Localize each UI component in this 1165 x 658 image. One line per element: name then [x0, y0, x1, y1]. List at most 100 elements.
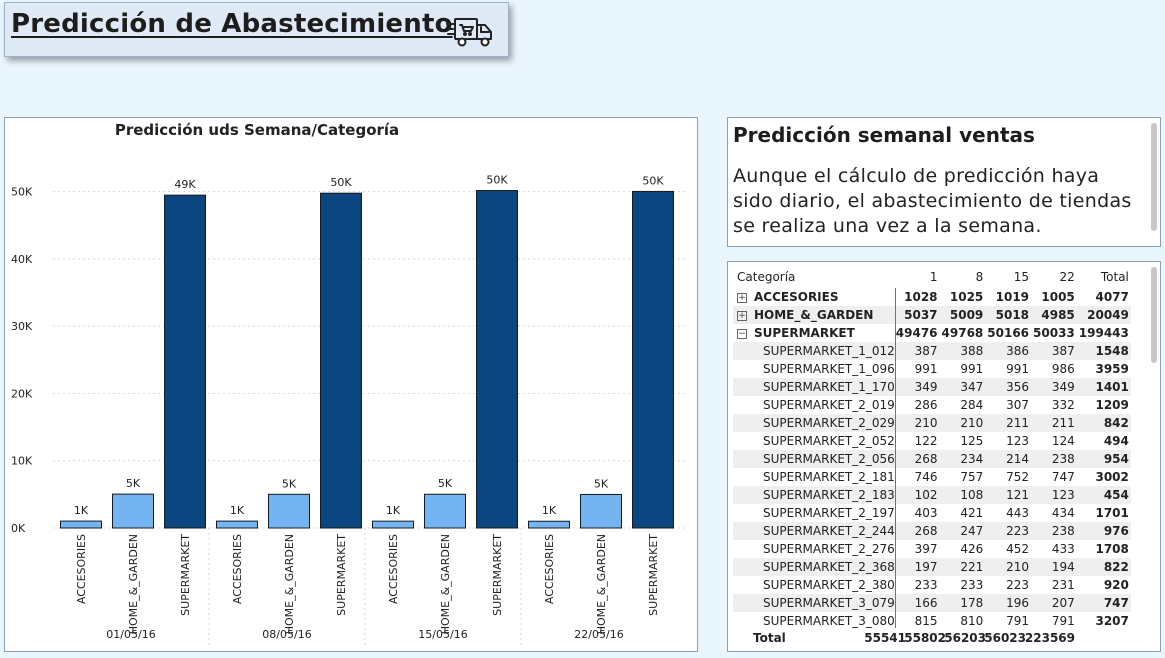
x-category-label: HOME_&_GARDEN — [283, 534, 296, 634]
row-value: 386 — [987, 342, 1034, 360]
row-value: 49476 — [894, 324, 942, 342]
bar[interactable] — [528, 520, 570, 529]
y-tick-label: 30K — [11, 320, 33, 333]
bar[interactable] — [112, 493, 154, 529]
table-row[interactable]: SUPERMARKET_1_096 991 991 991 986 3959 — [733, 360, 1131, 378]
header-categoria[interactable]: Categoría — [737, 270, 796, 284]
row-value: 747 — [1078, 594, 1131, 612]
row-value: 421 — [960, 506, 984, 520]
row-label: SUPERMARKET_2_052 — [733, 432, 895, 450]
expand-icon[interactable]: + — [737, 310, 747, 321]
row-label-text: SUPERMARKET_2_197 — [763, 506, 895, 520]
table-row[interactable]: SUPERMARKET_2_244 268 247 223 238 976 — [733, 522, 1131, 540]
row-value: 752 — [1006, 470, 1030, 484]
table-row[interactable]: + HOME_&_GARDEN 5037 5009 5018 4985 20049 — [733, 306, 1131, 324]
total-label: Total — [753, 631, 786, 645]
header-total[interactable]: Total — [1100, 270, 1129, 284]
table-row[interactable]: SUPERMARKET_1_012 387 388 386 387 1548 — [733, 342, 1131, 360]
row-label-text: SUPERMARKET_3_080 — [763, 614, 895, 628]
bar-chart: Predicción uds Semana/Categoría 0K 10K 20K… — [11, 121, 685, 648]
header-week-15[interactable]: 15 — [1013, 270, 1030, 284]
row-value: 347 — [941, 378, 988, 396]
data-label: 49K — [174, 178, 196, 191]
title-card: Predicción de Abastecimiento — [4, 2, 509, 57]
row-value: 234 — [941, 450, 988, 468]
header-week-8[interactable]: 8 — [975, 270, 984, 284]
row-value: 197 — [894, 558, 942, 576]
table-row[interactable]: SUPERMARKET_2_183 102 108 121 123 454 — [733, 486, 1131, 504]
table-row[interactable]: SUPERMARKET_2_181 746 757 752 747 3002 — [733, 468, 1131, 486]
table-row[interactable]: + ACCESORIES 1028 1025 1019 1005 4077 — [733, 288, 1131, 306]
total-week-8: 55802 — [904, 631, 946, 645]
bar[interactable] — [476, 190, 518, 529]
row-label: SUPERMARKET_2_380 — [733, 576, 895, 594]
row-value: 50166 — [987, 326, 1030, 340]
row-value: 822 — [1078, 558, 1131, 576]
info-body: Aunque el cálculo de predicción haya sid… — [733, 165, 1132, 237]
table-row[interactable]: SUPERMARKET_3_079 166 178 196 207 747 — [733, 594, 1131, 612]
row-value: 214 — [987, 450, 1034, 468]
row-value: 3959 — [1095, 362, 1129, 376]
row-value: 747 — [1051, 470, 1075, 484]
collapse-icon[interactable]: − — [737, 328, 747, 339]
bar[interactable] — [216, 520, 258, 529]
total-week-15: 56203 — [944, 631, 986, 645]
matrix-scrollbar[interactable] — [1151, 267, 1157, 363]
data-label: 1K — [542, 504, 557, 517]
expand-icon[interactable]: + — [737, 292, 747, 303]
row-value: 307 — [1006, 398, 1030, 412]
row-value: 991 — [894, 360, 942, 378]
row-label: SUPERMARKET_1_170 — [733, 378, 896, 396]
row-value: 1028 — [894, 288, 942, 306]
table-row[interactable]: SUPERMARKET_1_170 349 347 356 349 1401 — [733, 378, 1131, 396]
table-row[interactable]: SUPERMARKET_2_056 268 234 214 238 954 — [733, 450, 1131, 468]
table-row[interactable]: SUPERMARKET_2_029 210 210 211 211 842 — [733, 414, 1131, 432]
row-value: 20049 — [1078, 306, 1131, 324]
row-value: 746 — [894, 468, 942, 486]
row-label-text: HOME_&_GARDEN — [754, 308, 874, 322]
table-row[interactable]: SUPERMARKET_2_019 286 284 307 332 1209 — [733, 396, 1131, 414]
table-row[interactable]: SUPERMARKET_2_380 233 233 223 231 920 — [733, 576, 1131, 594]
row-value: 3207 — [1095, 614, 1129, 628]
info-scrollbar[interactable] — [1151, 123, 1157, 231]
table-row[interactable]: SUPERMARKET_2_368 197 221 210 194 822 — [733, 558, 1131, 576]
info-panel: Predicción semanal ventas Aunque el cálc… — [727, 117, 1161, 247]
row-label: SUPERMARKET_3_079 — [733, 594, 896, 612]
bar[interactable] — [580, 493, 622, 529]
row-value: 4077 — [1095, 290, 1129, 304]
row-value: 403 — [894, 504, 942, 522]
table-row[interactable]: SUPERMARKET_2_052 122 125 123 124 494 — [733, 432, 1131, 450]
y-tick-label: 20K — [11, 387, 33, 400]
table-row[interactable]: SUPERMARKET_2_197 403 421 443 434 1701 — [733, 504, 1131, 522]
data-label: 5K — [594, 477, 609, 490]
matrix-table: Categoría 1 8 15 22 Total + ACCESORIES 102… — [733, 266, 1131, 630]
row-label-text: SUPERMARKET_1_170 — [763, 380, 895, 394]
table-row[interactable]: SUPERMARKET_2_276 397 426 452 433 1708 — [733, 540, 1131, 558]
row-value: 231 — [1051, 578, 1075, 592]
bar[interactable] — [372, 520, 414, 529]
header-week-22[interactable]: 22 — [1059, 270, 1075, 284]
row-value: 123 — [1033, 486, 1079, 504]
x-category-label: SUPERMARKET — [647, 534, 660, 616]
bar-chart-panel: Predicción uds Semana/Categoría 0K 10K 20K… — [4, 117, 698, 652]
bar[interactable] — [60, 520, 102, 529]
x-category-label: SUPERMARKET — [335, 534, 348, 616]
data-label: 50K — [486, 174, 508, 187]
row-label: − SUPERMARKET — [733, 324, 895, 342]
row-label-text: SUPERMARKET_2_244 — [763, 524, 895, 538]
row-label: SUPERMARKET_2_197 — [733, 504, 895, 522]
bar[interactable] — [424, 493, 466, 529]
table-row[interactable]: SUPERMARKET_3_080 815 810 791 791 3207 — [733, 612, 1131, 630]
bar[interactable] — [320, 192, 362, 529]
row-value: 349 — [894, 378, 942, 396]
header-week-1[interactable]: 1 — [929, 270, 938, 284]
table-row[interactable]: − SUPERMARKET 49476 49768 50166 50033 199443 — [733, 324, 1131, 342]
bar[interactable] — [632, 190, 674, 529]
row-label: + ACCESORIES — [733, 288, 895, 306]
row-value: 397 — [894, 540, 942, 558]
bar[interactable] — [164, 194, 206, 529]
row-value: 757 — [960, 470, 984, 484]
row-value: 5009 — [941, 306, 988, 324]
bar[interactable] — [268, 493, 310, 529]
row-label: SUPERMARKET_1_012 — [733, 342, 896, 360]
